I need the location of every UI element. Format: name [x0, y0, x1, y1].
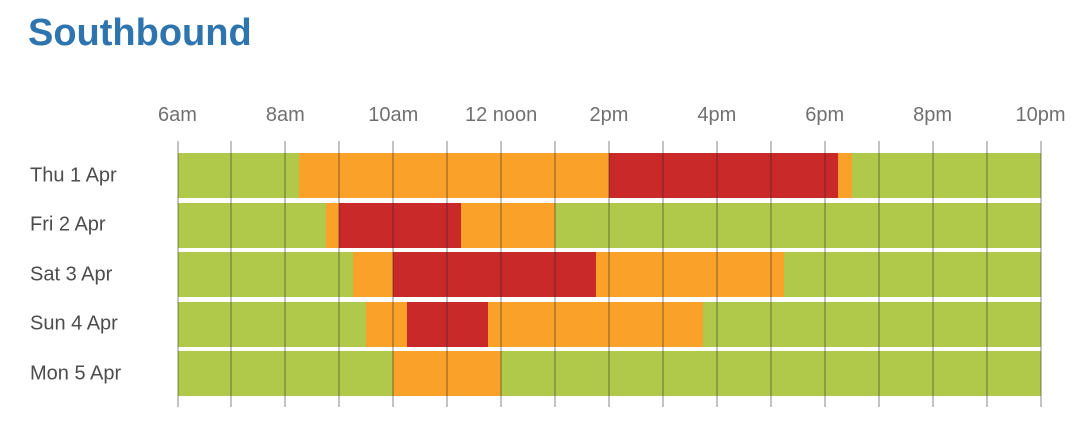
hour-gridline	[284, 141, 287, 407]
congestion-segment-green	[851, 153, 1041, 198]
congestion-segment-green	[784, 252, 1041, 298]
congestion-segment-orange	[298, 153, 609, 198]
congestion-segment-orange	[487, 301, 704, 347]
axis-tick-label: 6am	[158, 104, 197, 126]
hour-gridline	[446, 141, 449, 407]
hour-gridline	[877, 141, 880, 407]
row-label: Sun 4 Apr	[30, 312, 118, 335]
congestion-segment-green	[177, 202, 326, 248]
axis-tick-label: 12 noon	[464, 104, 538, 126]
hour-gridline	[823, 141, 826, 407]
hour-gridline	[230, 141, 233, 407]
hour-gridline	[554, 141, 557, 407]
congestion-segment-orange	[366, 301, 407, 347]
hour-gridline	[1039, 141, 1042, 407]
congestion-segment-green	[177, 351, 394, 397]
congestion-segment-green	[177, 153, 299, 198]
hour-gridline	[985, 141, 988, 407]
congestion-segment-green	[177, 301, 367, 347]
axis-tick-label: 10pm	[1015, 104, 1066, 126]
congestion-segment-red	[406, 301, 488, 347]
congestion-segment-orange	[352, 252, 394, 298]
chart-title: Southbound	[28, 12, 252, 54]
axis-tick-label: 10am	[368, 104, 419, 126]
hour-gridline	[931, 141, 934, 407]
congestion-segment-orange	[393, 351, 502, 397]
congestion-segment-red	[339, 202, 461, 248]
hour-gridline	[769, 141, 772, 407]
row-label: Thu 1 Apr	[30, 164, 117, 186]
axis-tick-label: 8am	[265, 104, 305, 126]
congestion-segment-green	[703, 301, 1041, 347]
congestion-segment-green	[177, 252, 353, 298]
axis-tick-label: 6pm	[805, 104, 845, 126]
row-label: Mon 5 Apr	[30, 362, 122, 385]
congestion-segment-red	[609, 153, 839, 198]
hour-gridline	[338, 141, 341, 407]
row-label: Sat 3 Apr	[30, 263, 113, 286]
hour-gridline	[608, 141, 610, 407]
congestion-segment-green	[555, 202, 1041, 248]
hour-gridline	[500, 141, 503, 407]
axis-tick-label: 2pm	[589, 104, 629, 126]
congestion-segment-orange	[838, 153, 852, 198]
axis-tick-label: 8pm	[913, 104, 953, 126]
congestion-segment-orange	[325, 202, 340, 248]
hour-gridline	[715, 141, 718, 407]
congestion-segment-green	[501, 351, 1041, 397]
axis-tick-label: 4pm	[697, 104, 737, 126]
congestion-segment-orange	[595, 252, 785, 298]
hour-gridline	[661, 141, 664, 407]
hour-gridline	[176, 141, 179, 407]
hour-gridline	[392, 141, 395, 407]
row-label: Fri 2 Apr	[30, 213, 106, 236]
congestion-segment-orange	[460, 202, 556, 248]
congestion-segment-red	[393, 252, 596, 298]
